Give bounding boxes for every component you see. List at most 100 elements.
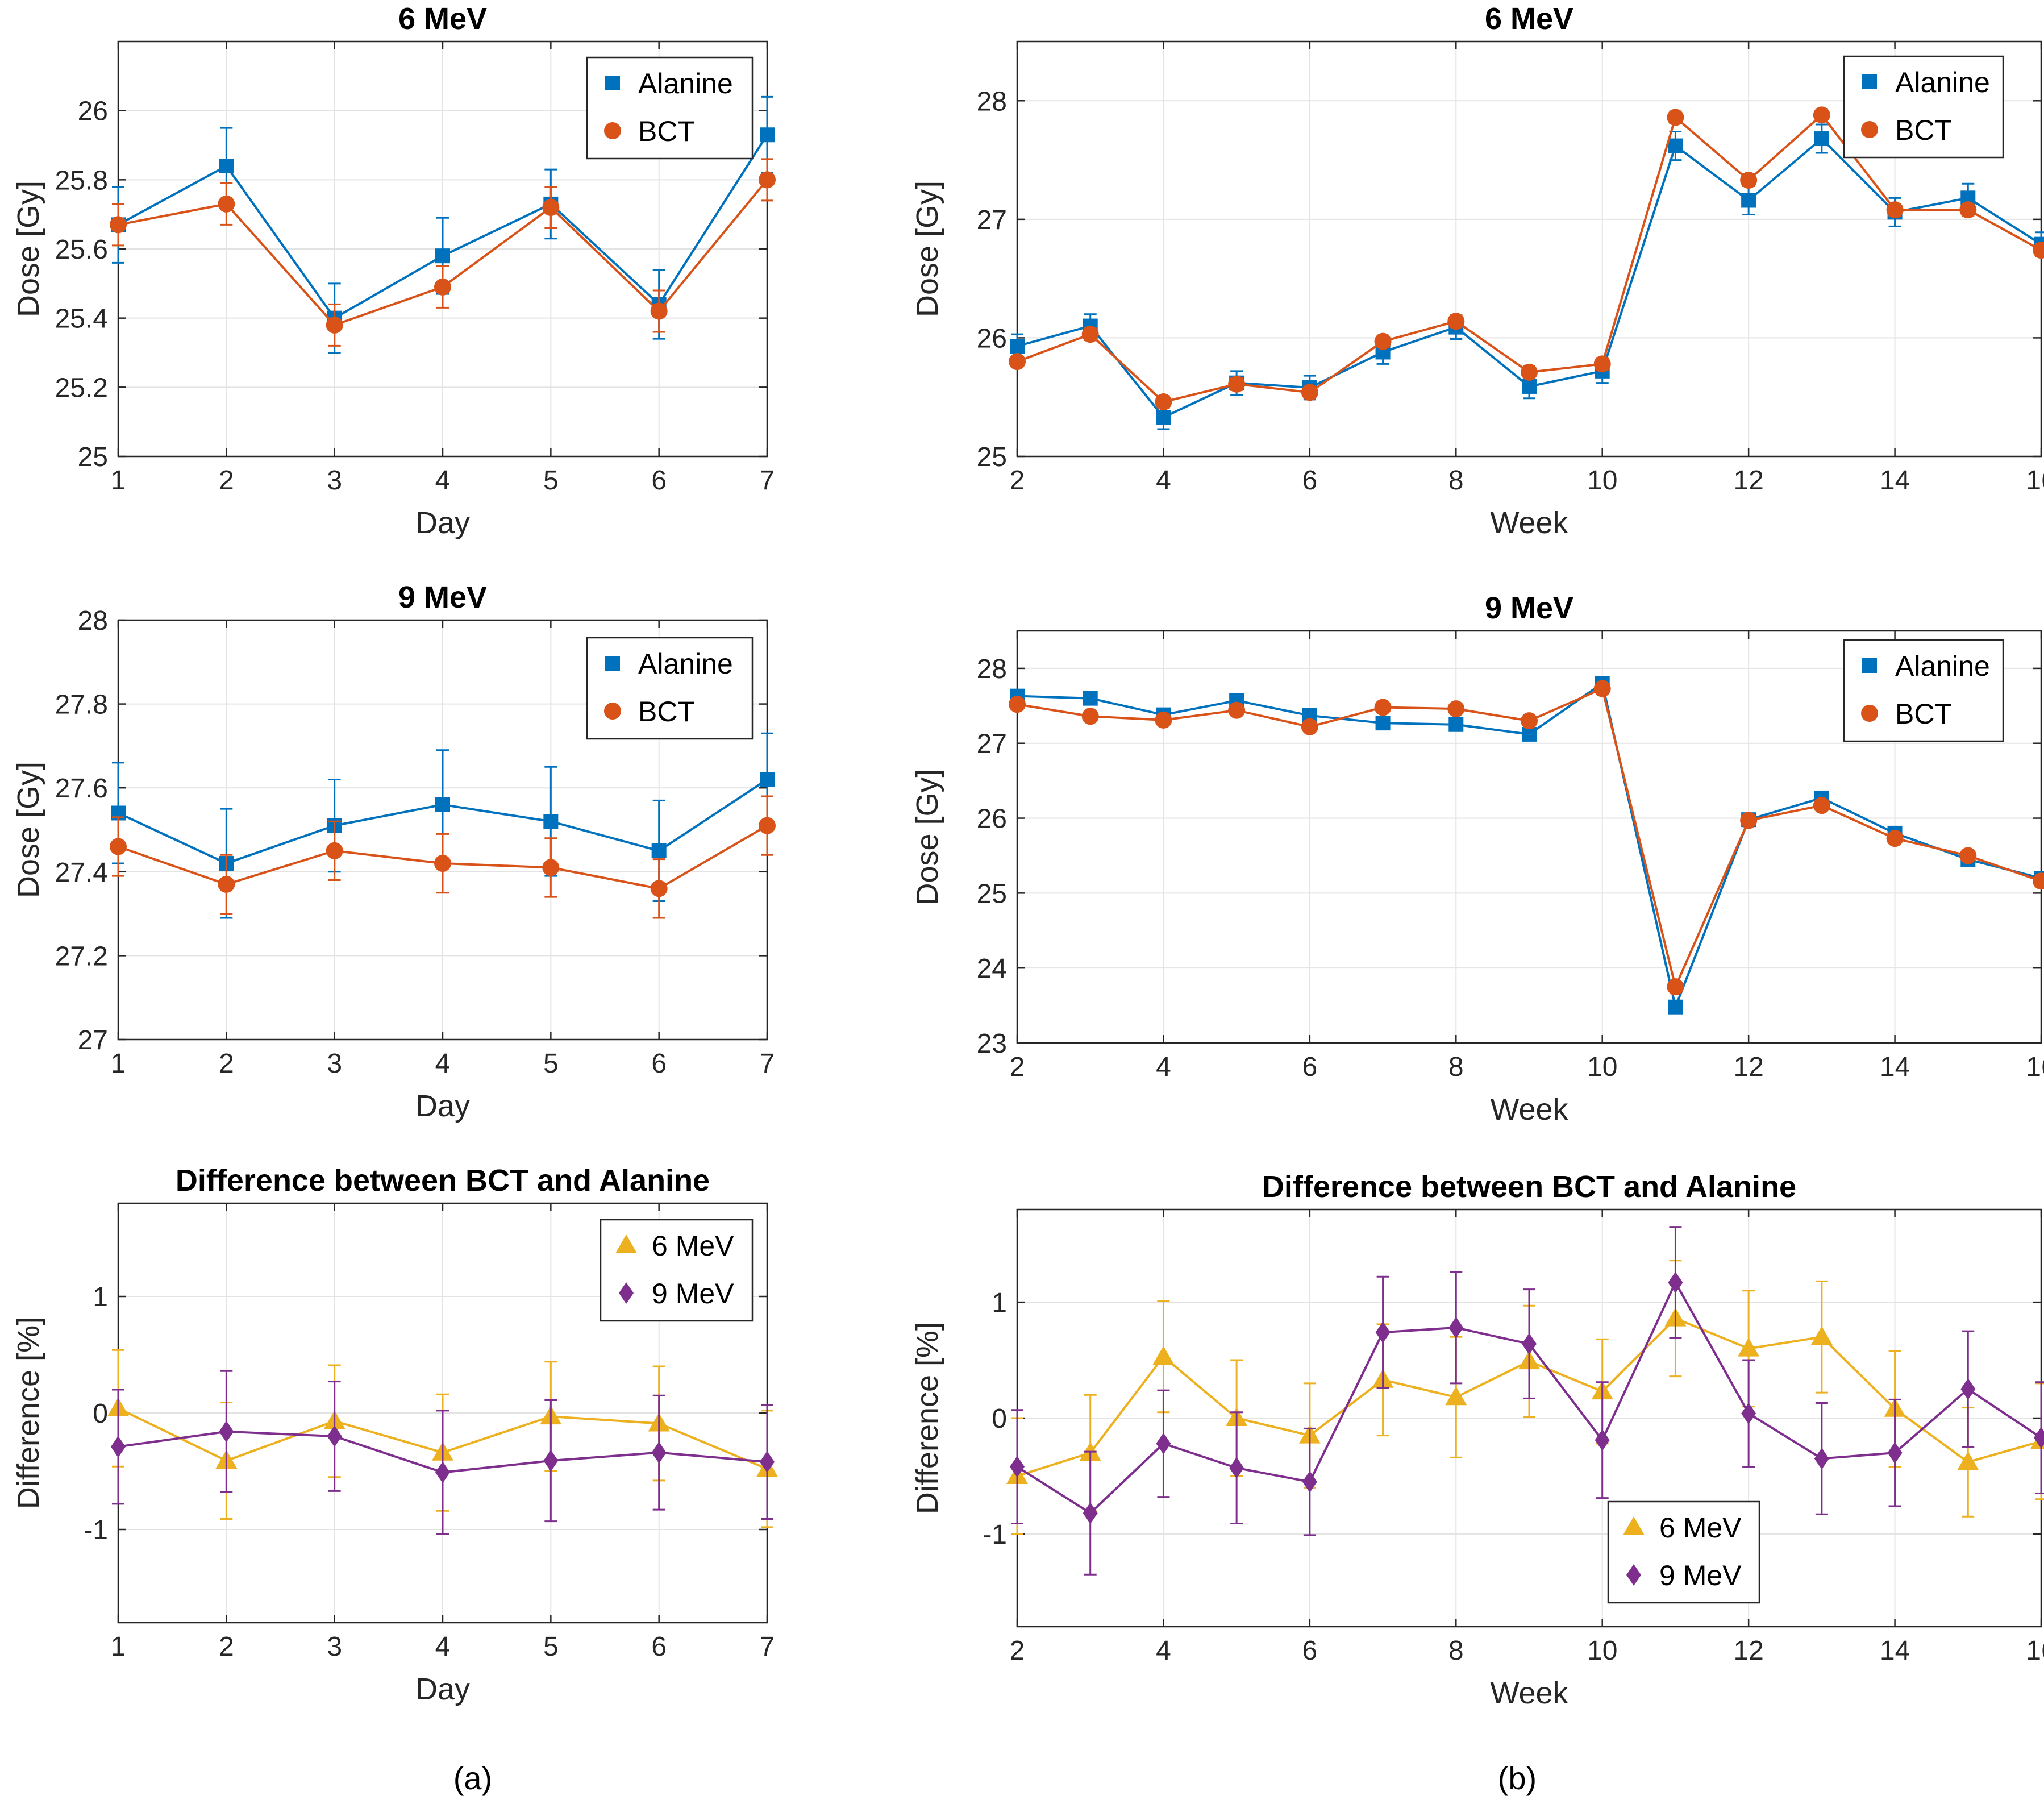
data-point [543, 1450, 559, 1472]
y-tick-label: 26 [977, 323, 1007, 354]
legend: 6 MeV 9 MeV [1607, 1500, 1760, 1604]
x-tick-label: 5 [543, 1049, 559, 1079]
data-point [543, 814, 559, 829]
legend-label: 6 MeV [1659, 1512, 1742, 1544]
data-point [1522, 379, 1537, 394]
data-point [1155, 393, 1172, 411]
y-tick-label: 28 [977, 654, 1007, 684]
data-point [1156, 1432, 1171, 1454]
data-point [1957, 1451, 1979, 1470]
x-tick-label: 2 [219, 1632, 234, 1662]
y-tick-label: 27 [78, 1025, 108, 1055]
x-tick-label: 2 [1010, 1052, 1025, 1082]
x-tick-label: 4 [1156, 465, 1171, 496]
chart-title: 6 MeV [1485, 2, 1573, 36]
data-point [1522, 1333, 1537, 1355]
data-point [1156, 410, 1171, 425]
y-tick-label: 23 [977, 1029, 1007, 1059]
data-point [1959, 201, 1977, 219]
data-point [1886, 830, 1904, 847]
data-point [1445, 1386, 1467, 1406]
x-tick-label: 6 [1302, 1636, 1318, 1666]
data-point [1667, 978, 1684, 996]
x-tick-label: 4 [435, 1632, 451, 1662]
data-point [1375, 1321, 1391, 1344]
data-point [1010, 339, 1025, 354]
data-point [1374, 699, 1392, 716]
legend-marker [619, 1282, 634, 1304]
data-point [1301, 384, 1318, 401]
y-tick-label: 1 [992, 1288, 1007, 1318]
y-tick-label: 1 [93, 1282, 108, 1312]
x-axis-label: Week [1490, 506, 1568, 540]
chart-title: 6 MeV [398, 2, 487, 36]
data-point [1887, 1442, 1903, 1464]
data-point [651, 843, 667, 858]
data-point [1448, 1316, 1464, 1339]
data-point [435, 797, 450, 812]
y-tick-label: 27 [977, 729, 1007, 759]
legend-marker [1623, 1516, 1645, 1535]
legend: Alanine BCT [586, 637, 754, 740]
x-tick-label: 16 [2026, 465, 2044, 496]
legend-marker [1861, 121, 1878, 138]
data-point [759, 171, 776, 189]
data-point [1229, 1457, 1244, 1479]
data-point [760, 127, 775, 143]
data-point [1813, 106, 1830, 124]
data-point [1152, 1345, 1175, 1365]
data-point [218, 195, 235, 213]
data-point [1886, 201, 1904, 219]
x-axis-label: Day [415, 1672, 470, 1706]
y-axis-label: Dose [Gy] [910, 768, 944, 905]
data-point [1447, 313, 1465, 330]
data-point [1740, 172, 1758, 189]
x-tick-label: 4 [1156, 1636, 1171, 1666]
data-point [327, 1425, 342, 1447]
data-point [542, 199, 560, 216]
data-point [1959, 847, 1977, 864]
series-9-mev [111, 1370, 775, 1535]
x-tick-label: 1 [111, 1632, 126, 1662]
x-tick-label: 7 [760, 465, 775, 496]
data-point [1010, 1456, 1025, 1478]
data-point [1009, 696, 1026, 713]
legend-label: 9 MeV [1659, 1560, 1742, 1591]
panel-label-a: (a) [453, 1760, 492, 1796]
legend-marker [1862, 658, 1877, 673]
data-point [1083, 1502, 1098, 1524]
y-tick-label: -1 [983, 1520, 1007, 1550]
data-point [1668, 138, 1683, 153]
series-bct [110, 158, 776, 347]
data-point [1810, 1326, 1833, 1345]
y-tick-label: 27.4 [55, 858, 108, 888]
legend-marker [1862, 74, 1877, 89]
chart-title: Difference between BCT and Alanine [176, 1163, 710, 1198]
data-point [1081, 326, 1099, 343]
x-tick-label: 4 [1156, 1052, 1171, 1082]
x-tick-label: 3 [327, 465, 342, 496]
data-point [760, 1451, 775, 1473]
data-point [434, 278, 451, 296]
x-tick-label: 8 [1448, 1052, 1464, 1082]
data-point [1593, 355, 1611, 373]
x-tick-label: 1 [111, 465, 126, 496]
x-tick-label: 7 [760, 1049, 775, 1079]
y-tick-label: 25 [977, 442, 1007, 472]
data-point [650, 880, 668, 897]
x-tick-label: 1 [111, 1049, 126, 1079]
legend-label: Alanine [638, 648, 733, 680]
data-point [1228, 375, 1246, 393]
x-tick-label: 10 [1587, 1636, 1617, 1666]
chart-a-daily-difference: 1 2 3 4 5 6 7 -1 0 1 Difference between BCT and Al… [11, 1163, 778, 1706]
y-tick-label: 27.6 [55, 774, 108, 804]
x-axis-label: Week [1490, 1676, 1568, 1710]
y-tick-label: -1 [84, 1515, 108, 1545]
chart-b-weekly-6mev: 2 4 6 8 10 12 14 16 25 26 27 28 6 MeV Week Dose [Gy] Al… [910, 2, 2044, 540]
y-tick-label: 25.2 [55, 373, 108, 403]
legend: Alanine BCT [1843, 639, 2004, 742]
data-point [1813, 797, 1830, 814]
x-tick-label: 5 [543, 465, 559, 496]
data-point [326, 316, 343, 334]
chart-a-daily-6mev: 1 2 3 4 5 6 7 25 25.2 25.4 25.6 25.8 26 6 MeV Day Dose … [11, 2, 776, 540]
